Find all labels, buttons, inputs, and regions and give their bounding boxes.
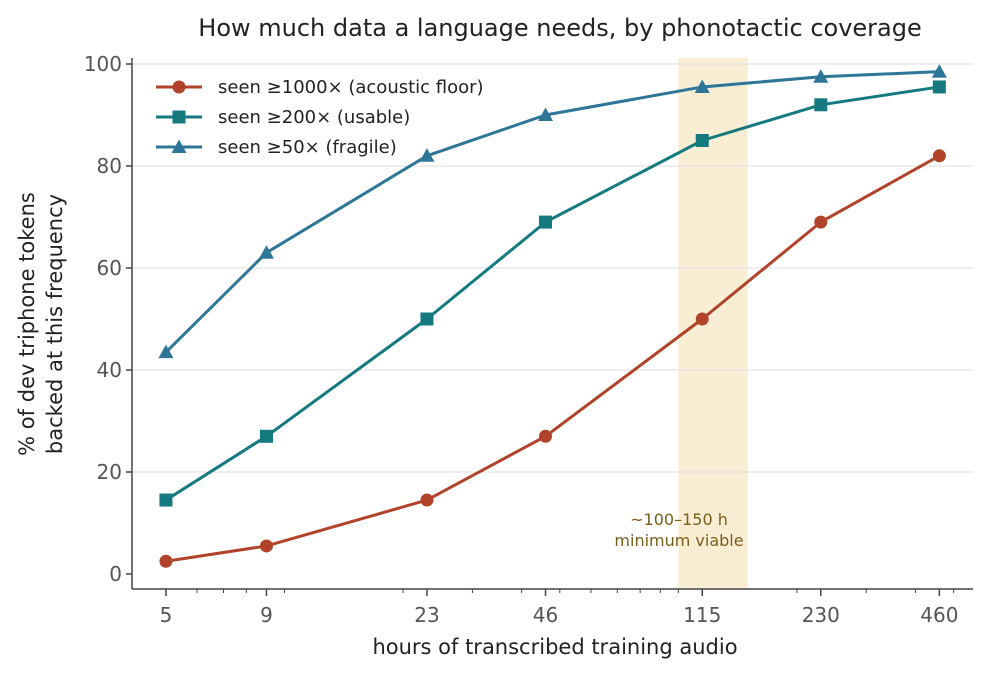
y-tick-label: 80 — [97, 154, 122, 178]
data-point — [814, 215, 828, 229]
y-tick-label: 40 — [97, 358, 122, 382]
chart-title: How much data a language needs, by phono… — [198, 14, 921, 42]
y-tick-label: 0 — [109, 562, 122, 586]
x-tick-label: 23 — [414, 603, 439, 627]
data-point — [259, 429, 273, 443]
data-point — [419, 148, 435, 162]
data-point — [159, 493, 173, 507]
data-point — [159, 554, 173, 568]
legend-label: seen ≥1000× (acoustic floor) — [218, 77, 484, 98]
data-point — [813, 69, 829, 83]
legend-label: seen ≥200× (usable) — [218, 107, 410, 128]
data-point — [420, 312, 434, 326]
data-point — [695, 134, 709, 147]
x-axis-label: hours of transcribed training audio — [372, 635, 737, 659]
data-point — [694, 79, 710, 93]
x-tick-label: 460 — [920, 603, 958, 627]
data-point — [695, 312, 709, 326]
legend-marker — [172, 110, 186, 124]
legend-label: seen ≥50× (fragile) — [218, 137, 397, 158]
data-point — [158, 344, 174, 359]
data-point — [539, 429, 553, 443]
data-point — [538, 107, 554, 121]
data-point — [932, 80, 946, 94]
x-tick-label: 5 — [160, 603, 173, 627]
data-point — [931, 64, 947, 78]
data-point — [539, 215, 553, 229]
x-tick-label: 9 — [260, 603, 273, 627]
y-tick-label: 60 — [97, 256, 122, 280]
data-point — [420, 493, 434, 507]
legend-marker — [172, 80, 186, 94]
x-tick-label: 230 — [802, 603, 840, 627]
data-point — [814, 98, 828, 112]
x-tick-label: 46 — [533, 603, 558, 627]
band-annotation-line: ~100–150 h — [630, 510, 728, 529]
y-tick-label: 20 — [97, 460, 122, 484]
y-axis-label-line: % of dev triphone tokens — [15, 192, 39, 456]
data-point — [258, 245, 274, 259]
data-point — [932, 149, 946, 163]
band-annotation-line: minimum viable — [614, 531, 743, 550]
legend-marker — [171, 139, 187, 153]
y-axis-label-line: backed at this frequency — [43, 194, 67, 454]
x-tick-label: 115 — [683, 603, 721, 627]
y-tick-label: 100 — [84, 52, 122, 76]
data-point — [259, 539, 273, 553]
